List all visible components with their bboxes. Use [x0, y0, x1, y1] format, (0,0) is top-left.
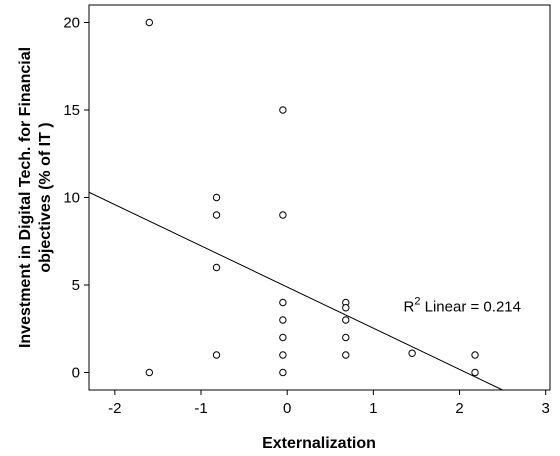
data-point: [471, 368, 479, 377]
data-point: [212, 263, 221, 272]
data-point: [212, 351, 221, 359]
plot-frame: [88, 4, 551, 391]
y-axis-title-line-1: Investment in Digital Tech. for Financia…: [17, 47, 34, 348]
data-point: [145, 18, 154, 27]
data-point: [279, 106, 287, 114]
y-tick-label: 0: [72, 365, 80, 382]
data-point: [342, 316, 350, 324]
r-squared-prefix: R: [404, 298, 415, 315]
x-axis-title: Externalization: [262, 435, 376, 452]
data-point: [212, 211, 221, 219]
y-tick-label: 20: [63, 15, 80, 32]
x-tick-label: 2: [455, 400, 463, 417]
regression-line: [88, 191, 503, 391]
x-tick-label: 0: [283, 400, 291, 417]
y-axis-title-line-2: objectives (% of IT ): [37, 122, 54, 272]
data-points: [145, 18, 479, 377]
x-tick-label: -2: [108, 400, 121, 417]
y-tick-label: 10: [63, 190, 80, 207]
data-point: [279, 351, 287, 359]
data-point: [145, 368, 154, 377]
x-tick-label: -1: [194, 400, 207, 417]
y-tick-label: 5: [72, 277, 80, 294]
data-point: [408, 349, 416, 357]
data-point: [279, 368, 287, 377]
data-point: [342, 304, 350, 312]
r-squared-superscript: 2: [414, 295, 420, 307]
data-point: [279, 298, 287, 307]
data-point: [279, 316, 287, 324]
data-point: [279, 211, 287, 219]
r-squared-annotation: R2 Linear = 0.214: [404, 295, 521, 315]
data-point: [471, 351, 479, 359]
x-axis: -2 -1 0 1 2 3: [108, 390, 550, 417]
data-point: [279, 333, 287, 342]
data-point: [342, 333, 350, 342]
data-point: [212, 193, 221, 202]
r-squared-text: Linear = 0.214: [420, 298, 521, 315]
data-point: [342, 351, 350, 359]
x-tick-label: 3: [542, 400, 550, 417]
x-tick-label: 1: [369, 400, 377, 417]
y-axis: 0 5 10 15 20: [63, 15, 89, 382]
y-tick-label: 15: [63, 102, 80, 119]
